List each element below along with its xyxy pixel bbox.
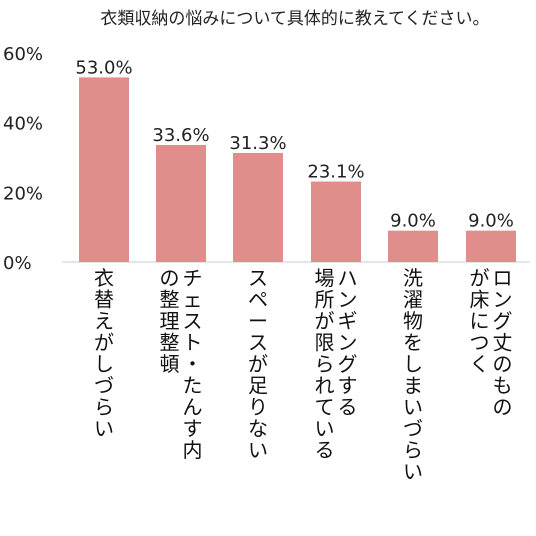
category-label-char: 丈: [493, 331, 513, 355]
category-label-char: 限: [315, 331, 335, 355]
category-label-char: ら: [94, 395, 114, 419]
category-labels: 衣替えがしづらいチェスト・たんす内の整理整頓スペースが足りないハンギングする場所…: [94, 266, 513, 484]
category-label-char: 衣: [94, 266, 114, 290]
category-label-char: ・: [183, 352, 203, 376]
y-tick-label: 40%: [3, 114, 43, 135]
category-label-char: す: [183, 417, 203, 441]
category-label-char: れ: [315, 374, 335, 398]
category-label-char: ン: [493, 288, 513, 312]
category-label-char: す: [338, 374, 358, 398]
y-tick-label: 60%: [3, 44, 43, 65]
bar: [156, 144, 206, 262]
data-label: 33.6%: [152, 125, 209, 146]
category-label-char: て: [315, 395, 335, 419]
category-label-char: 所: [315, 288, 335, 312]
category-label-char: ェ: [183, 288, 203, 312]
y-tick-label: 0%: [3, 253, 32, 274]
category-label-char: く: [470, 352, 490, 376]
category-label-char: 物: [403, 309, 423, 333]
category-label-char: ン: [338, 288, 358, 312]
category-label-char: 床: [470, 288, 490, 312]
category-label-char: グ: [338, 352, 358, 376]
category-label-char: 場: [315, 266, 335, 290]
data-label: 9.0%: [468, 211, 514, 232]
category-label-char: ン: [338, 331, 358, 355]
data-labels: 53.0% 33.6% 31.3% 23.1% 9.0% 9.0%: [75, 57, 513, 231]
chart-title: 衣類収納の悩みについて具体的に教えてください。: [100, 9, 489, 29]
category-label-char: ま: [403, 374, 423, 398]
category-label-char: ら: [315, 352, 335, 376]
category-label-char: い: [403, 395, 423, 419]
category-label-char: 濯: [403, 288, 423, 312]
category-label-char: な: [248, 417, 268, 441]
category-label-char: が: [248, 352, 268, 376]
category-label-char: る: [315, 438, 335, 462]
category-label-char: づ: [94, 374, 114, 398]
category-label-char: グ: [493, 309, 513, 333]
category-label-char: ん: [183, 395, 203, 419]
category-label-char: 洗: [403, 266, 423, 290]
y-axis: 0% 20% 40% 60%: [3, 44, 530, 274]
category-label-char: 足: [248, 374, 268, 398]
category-label-char: が: [470, 266, 490, 290]
y-tick-label: 20%: [3, 183, 43, 204]
category-label-char: が: [315, 309, 335, 333]
bar: [233, 152, 283, 262]
bars: [79, 77, 516, 262]
category-label-char: も: [493, 374, 513, 398]
category-label-char: り: [248, 395, 268, 419]
category-label-char: ー: [248, 309, 268, 333]
category-label-char: い: [248, 438, 268, 462]
category-label-char: し: [94, 352, 114, 376]
category-label-char: し: [403, 352, 423, 376]
bar: [79, 77, 129, 262]
category-label-char: ス: [183, 309, 203, 333]
category-label-char: 理: [160, 309, 180, 333]
category-label-char: チ: [183, 266, 203, 290]
category-label-char: ハ: [338, 266, 358, 290]
bar: [311, 181, 361, 262]
category-label-char: い: [315, 417, 335, 441]
category-label-char: ト: [183, 331, 203, 355]
category-label-char: ス: [248, 331, 268, 355]
data-label: 31.3%: [229, 133, 286, 154]
category-label-char: の: [493, 395, 513, 419]
bar: [466, 230, 516, 262]
category-label-char: ロ: [493, 266, 513, 290]
category-label-char: を: [403, 331, 423, 355]
category-label-char: の: [160, 266, 180, 290]
category-label-char: の: [493, 352, 513, 376]
category-label-char: ペ: [248, 288, 268, 312]
data-label: 23.1%: [307, 162, 364, 183]
category-label-char: が: [94, 331, 114, 355]
data-label: 9.0%: [390, 211, 436, 232]
category-label-char: え: [94, 309, 114, 333]
category-label-char: 内: [183, 438, 203, 462]
category-label-char: 整: [160, 288, 180, 312]
category-label-char: た: [183, 374, 203, 398]
category-label-char: ら: [403, 438, 423, 462]
category-label-char: い: [403, 460, 423, 484]
category-label-char: い: [94, 417, 114, 441]
category-label-char: づ: [403, 417, 423, 441]
category-label-char: ス: [248, 266, 268, 290]
category-label-char: ギ: [338, 309, 358, 333]
category-label-char: に: [470, 309, 490, 333]
category-label-char: 頓: [160, 352, 180, 376]
data-label: 53.0%: [75, 57, 132, 78]
category-label-char: る: [338, 395, 358, 419]
category-label-char: つ: [470, 331, 490, 355]
category-label-char: 替: [94, 288, 114, 312]
category-label-char: 整: [160, 331, 180, 355]
bar: [388, 230, 438, 262]
